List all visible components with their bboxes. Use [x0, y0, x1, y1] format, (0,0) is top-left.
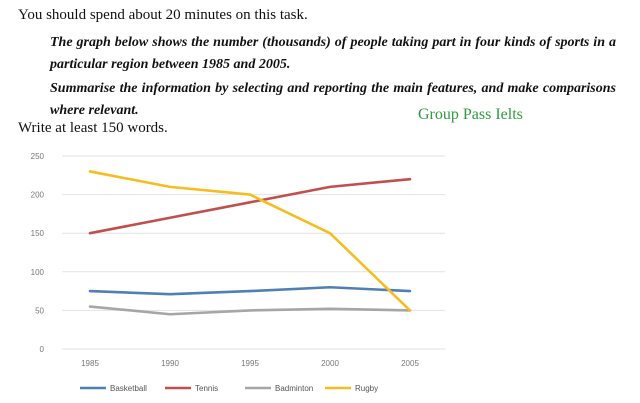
series-line-badminton [88, 305, 412, 316]
y-tick-label: 250 [31, 152, 45, 161]
task-prompt: The graph below shows the number (thousa… [50, 32, 616, 124]
legend-label-basketball: Basketball [110, 384, 147, 393]
legend-label-rugby: Rugby [355, 384, 378, 393]
legend-label-tennis: Tennis [195, 384, 218, 393]
word-count-instruction: Write at least 150 words. [18, 120, 168, 136]
time-instruction: You should spend about 20 minutes on thi… [18, 7, 308, 23]
series-line-tennis [88, 177, 412, 235]
x-tick-label: 1995 [241, 359, 259, 368]
prompt-task: Summarise the information by selecting a… [50, 81, 616, 118]
legend-label-badminton: Badminton [275, 384, 313, 393]
prompt-description: The graph below shows the number (thousa… [50, 35, 616, 72]
series-line-rugby [88, 170, 412, 312]
y-tick-label: 50 [35, 306, 44, 315]
watermark: Group Pass Ielts [418, 106, 523, 123]
y-tick-label: 0 [40, 345, 45, 354]
y-tick-label: 150 [31, 229, 45, 238]
y-tick-label: 100 [31, 268, 45, 277]
line-chart: 0 50 100 150 200 250 1985 1990 1995 2000 2005 Baske… [31, 152, 445, 393]
y-tick-label: 200 [31, 191, 45, 200]
x-tick-label: 1985 [81, 359, 99, 368]
x-tick-label: 2005 [401, 359, 419, 368]
series-line-basketball [88, 285, 412, 296]
x-tick-label: 2000 [321, 359, 339, 368]
x-tick-label: 1990 [161, 359, 179, 368]
